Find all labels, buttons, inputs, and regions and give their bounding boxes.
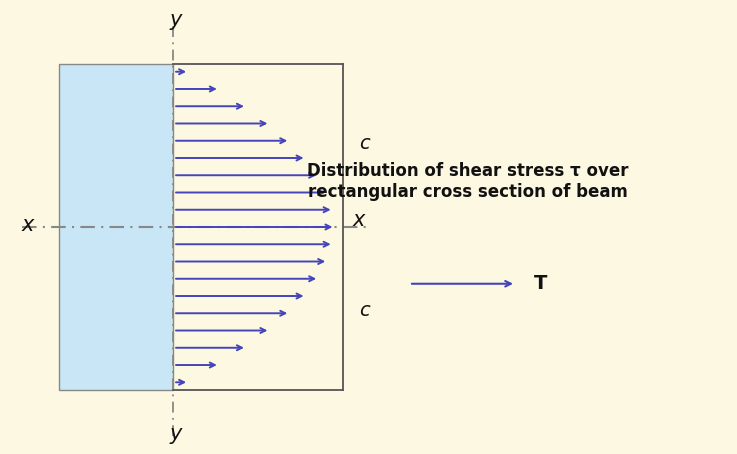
Text: y: y (170, 424, 181, 444)
Text: c: c (360, 133, 370, 153)
Bar (59, 64, 173, 390)
Text: c: c (360, 301, 370, 321)
Text: y: y (170, 10, 181, 30)
Text: x: x (353, 210, 365, 230)
Text: T: T (534, 274, 548, 293)
Text: x: x (22, 215, 34, 235)
Text: Distribution of shear stress τ over
rectangular cross section of beam: Distribution of shear stress τ over rect… (307, 162, 629, 201)
